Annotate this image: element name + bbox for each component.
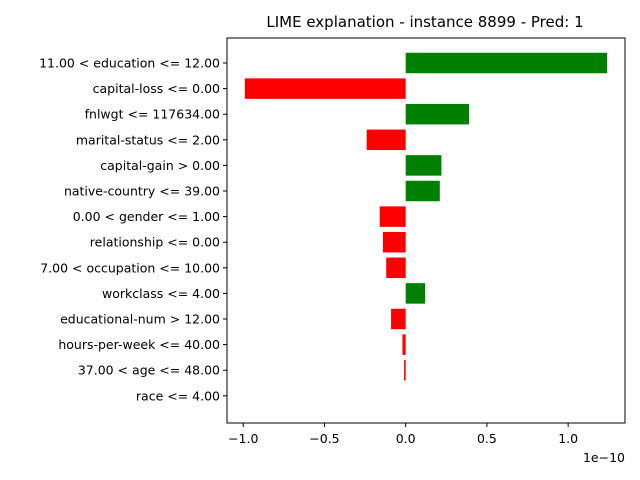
x-tick-label: 1.0: [558, 431, 578, 446]
y-tick-label: capital-loss <= 0.00: [93, 81, 220, 96]
y-tick-label: educational-num > 12.00: [60, 312, 220, 327]
y-axis-ticks: 11.00 < education <= 12.00 capital-loss <…: [39, 56, 227, 403]
bar-8: [386, 257, 406, 279]
bar-9: [405, 283, 426, 304]
x-tick-label: 0.0: [396, 431, 416, 446]
bar-0: [405, 52, 608, 74]
y-tick-label: race <= 4.00: [136, 388, 220, 403]
x-axis-ticks: −1.0 −0.5 0.0 0.5 1.0: [228, 423, 578, 446]
y-tick-label: 11.00 < education <= 12.00: [39, 56, 220, 71]
bar-3: [366, 129, 406, 151]
x-tick-label: −0.5: [309, 431, 339, 446]
y-tick-label: marital-status <= 2.00: [76, 132, 220, 147]
bar-1: [244, 78, 406, 99]
bar-7: [382, 231, 406, 253]
bar-4: [405, 155, 442, 176]
bars-group: [244, 52, 608, 381]
bar-10: [391, 308, 406, 330]
chart-title: LIME explanation - instance 8899 - Pred:…: [266, 13, 583, 31]
y-tick-label: relationship <= 0.00: [90, 235, 220, 250]
x-tick-label: 0.5: [477, 431, 497, 446]
y-tick-label: hours-per-week <= 40.00: [58, 337, 220, 352]
bar-6: [379, 206, 406, 227]
y-tick-label: native-country <= 39.00: [64, 184, 220, 199]
y-tick-label: capital-gain > 0.00: [100, 158, 220, 173]
bar-11: [402, 334, 406, 355]
x-tick-label: −1.0: [228, 431, 258, 446]
y-tick-label: 7.00 < occupation <= 10.00: [40, 260, 220, 275]
y-tick-label: 37.00 < age <= 48.00: [78, 363, 220, 378]
y-tick-label: workclass <= 4.00: [102, 286, 220, 301]
bar-2: [405, 103, 470, 125]
plot-frame: [226, 37, 626, 424]
x-offset-label: 1e−10: [583, 450, 625, 465]
y-tick-label: 0.00 < gender <= 1.00: [73, 209, 220, 224]
y-tick-label: fnlwgt <= 117634.00: [85, 107, 220, 122]
bar-5: [405, 180, 440, 202]
bar-12: [404, 359, 406, 381]
